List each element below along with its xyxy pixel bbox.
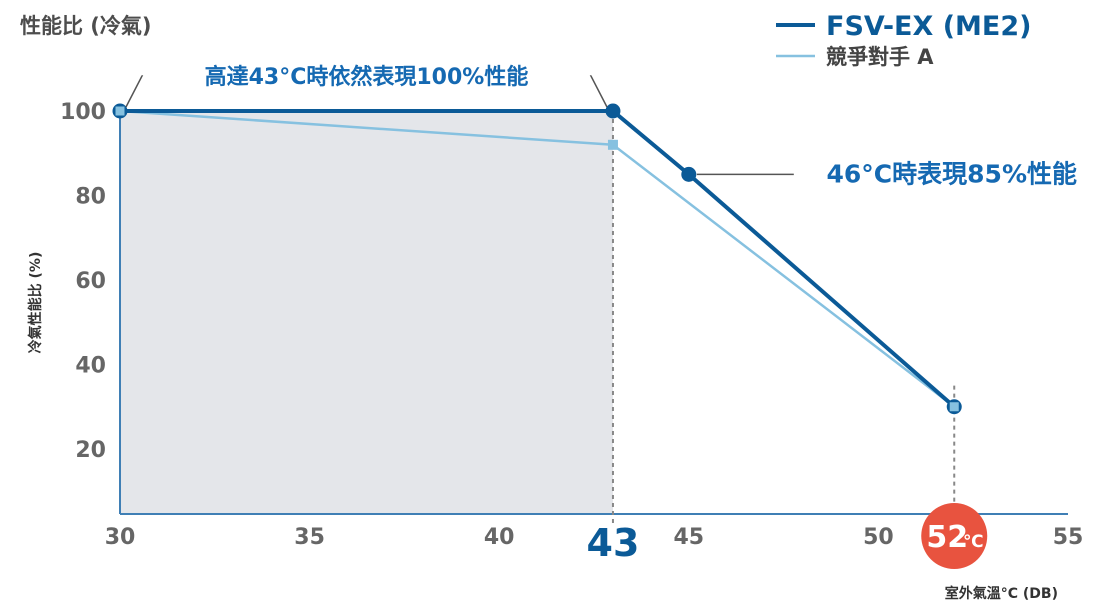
x-tick-label: 50 (863, 525, 894, 550)
highlight-region (120, 111, 613, 514)
badge-52: 52℃ (921, 503, 988, 569)
annotation-100-percent: 高達43°C時依然表現100%性能 (205, 64, 529, 90)
x-tick-label: 30 (105, 525, 136, 550)
x-tick-label-highlight: 43 (587, 521, 640, 565)
data-point-competitor-overlay (115, 106, 125, 116)
data-point-main (681, 166, 697, 182)
badge-unit: ℃ (963, 532, 984, 552)
annotation-85-percent: 46°C時表現85%性能 (827, 159, 1077, 188)
y-axis-label: 冷氣性能比 (%) (27, 252, 44, 354)
series-group (112, 103, 962, 415)
legend-label-competitor: 競爭對手 A (826, 45, 934, 69)
y-tick-label: 80 (75, 185, 106, 210)
series-line-main (120, 109, 956, 409)
y-tick-label: 40 (75, 354, 106, 379)
data-point-competitor (607, 139, 618, 150)
x-tick-label: 55 (1053, 525, 1084, 550)
data-point-competitor-overlay (949, 402, 959, 412)
data-point-main (605, 103, 621, 119)
x-tick-label: 40 (484, 525, 515, 550)
badge-circle (921, 503, 988, 569)
legend: FSV-EX (ME2) 競爭對手 A (776, 11, 1031, 69)
badge-value: 52 (926, 520, 968, 555)
chart-title: 性能比 (冷氣) (20, 14, 152, 38)
x-tick-label: 45 (673, 525, 704, 550)
x-tick-labels: 30 35 40 43 45 50 55 (105, 521, 1084, 565)
x-tick-label: 35 (294, 525, 325, 550)
annotation-bracket (125, 75, 608, 108)
y-tick-label: 60 (75, 269, 106, 294)
y-tick-labels: 20 40 60 80 100 (60, 100, 106, 463)
y-tick-label: 20 (75, 438, 106, 463)
legend-label-main: FSV-EX (ME2) (826, 11, 1031, 42)
x-axis-label: 室外氣溫°C (DB) (945, 585, 1058, 602)
y-tick-label: 100 (60, 100, 106, 125)
